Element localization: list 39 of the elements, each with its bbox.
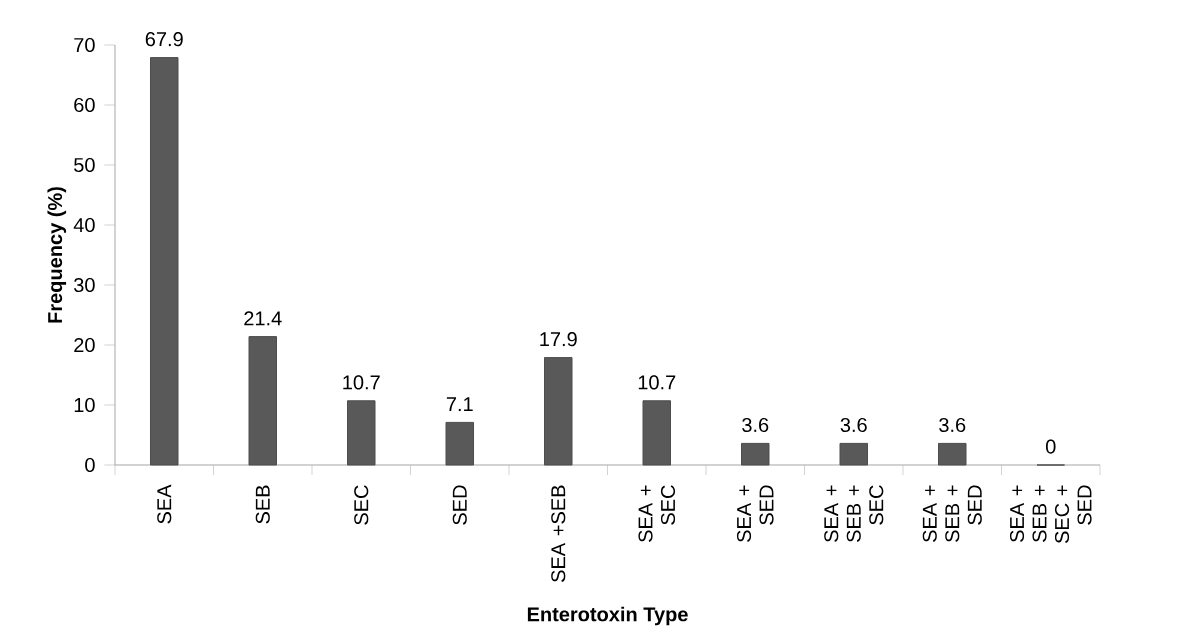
x-tick-label: SEA + SEC [638, 485, 676, 542]
y-tick-label: 30 [74, 277, 95, 293]
bar [544, 357, 573, 466]
y-tick-label: 20 [74, 337, 95, 353]
x-tick-label: SEA + SEB + SEC + SED [1009, 485, 1092, 544]
data-label: 3.6 [840, 417, 867, 433]
x-tick-label: SEA + SEB + SED [922, 485, 982, 542]
data-label: 10.7 [638, 375, 676, 390]
data-label: 67.9 [145, 32, 183, 47]
data-label: 7.1 [446, 397, 473, 412]
bar [347, 400, 376, 466]
bar [741, 442, 770, 466]
x-tick-label: SEA [157, 484, 172, 524]
y-tick-label: 50 [74, 157, 95, 173]
y-axis-title: Frequency (%) [47, 187, 67, 323]
y-tick-label: 60 [74, 97, 95, 113]
bar [839, 442, 869, 466]
x-tick-label: SEA + SED [736, 485, 774, 542]
x-tick-label: SEC [354, 485, 369, 525]
y-tick-label: 70 [74, 37, 95, 53]
data-label: 17.9 [540, 332, 577, 347]
data-label: 10.7 [343, 375, 380, 390]
data-label: 3.6 [742, 417, 769, 433]
data-label: 0 [1045, 439, 1056, 454]
bar [938, 442, 967, 466]
x-tick-label: SEA + SEB + SEC [824, 485, 884, 542]
bar [248, 336, 277, 466]
y-tick-label: 40 [73, 217, 95, 233]
x-axis-title: Enterotoxin Type [527, 606, 688, 626]
x-tick-label: SEB [255, 485, 270, 524]
data-label: 21.4 [244, 311, 282, 326]
y-tick-label: 0 [85, 457, 95, 473]
x-tick-label: SEA +SEB [551, 485, 566, 582]
data-label: 3.6 [939, 417, 966, 433]
bar [150, 57, 179, 466]
bar [642, 400, 672, 466]
x-tick-label: SED [452, 485, 467, 525]
y-tick-label: 10 [74, 397, 95, 413]
bar [445, 421, 475, 466]
